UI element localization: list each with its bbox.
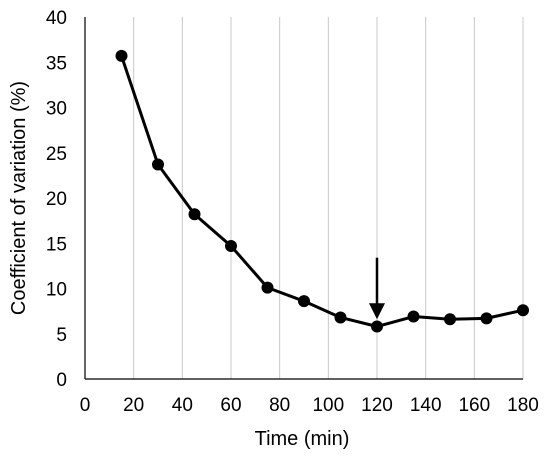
- annotations: [369, 257, 385, 320]
- data-point: [298, 295, 310, 308]
- x-tick-label: 160: [458, 395, 490, 416]
- y-tick-label: 20: [46, 189, 67, 210]
- x-tick-label: 80: [269, 395, 290, 416]
- gridlines: [133, 17, 524, 379]
- axes: [84, 17, 523, 380]
- data-point: [261, 281, 274, 294]
- data-point: [480, 312, 493, 325]
- data-point: [115, 49, 128, 62]
- data-point: [334, 311, 347, 324]
- x-tick-label: 120: [361, 395, 393, 416]
- x-tick-label: 40: [172, 395, 193, 416]
- arrow-head: [369, 303, 385, 320]
- x-tick-label: 140: [410, 395, 442, 416]
- data-point: [188, 208, 201, 221]
- y-tick-label: 35: [46, 53, 67, 74]
- x-axis-title: Time (min): [255, 428, 350, 450]
- x-tick-label: 180: [507, 395, 539, 416]
- y-tick-label: 0: [56, 370, 67, 391]
- data-point: [444, 313, 456, 326]
- data-point: [407, 310, 420, 323]
- data-point: [371, 320, 383, 333]
- y-tick-label: 30: [46, 99, 67, 120]
- tick-labels: 0 20 40 60 80 100 120 140 160 180 0 5 10 15 20 25 30 35 40: [46, 8, 539, 416]
- y-tick-label: 5: [56, 325, 67, 346]
- y-tick-label: 15: [46, 234, 67, 255]
- y-axis-title: Coefficient of variation (%): [8, 81, 30, 315]
- y-tick-label: 10: [46, 280, 67, 301]
- series-line: [120, 55, 524, 329]
- data-point: [152, 158, 164, 171]
- data-point: [225, 239, 237, 252]
- x-tick-label: 100: [312, 395, 344, 416]
- data-series: [115, 49, 529, 333]
- y-tick-label: 40: [46, 8, 67, 29]
- y-tick-label: 25: [46, 144, 67, 165]
- x-tick-label: 60: [220, 395, 241, 416]
- x-tick-label: 20: [123, 395, 144, 416]
- x-tick-label: 0: [80, 395, 91, 416]
- data-point: [517, 304, 529, 317]
